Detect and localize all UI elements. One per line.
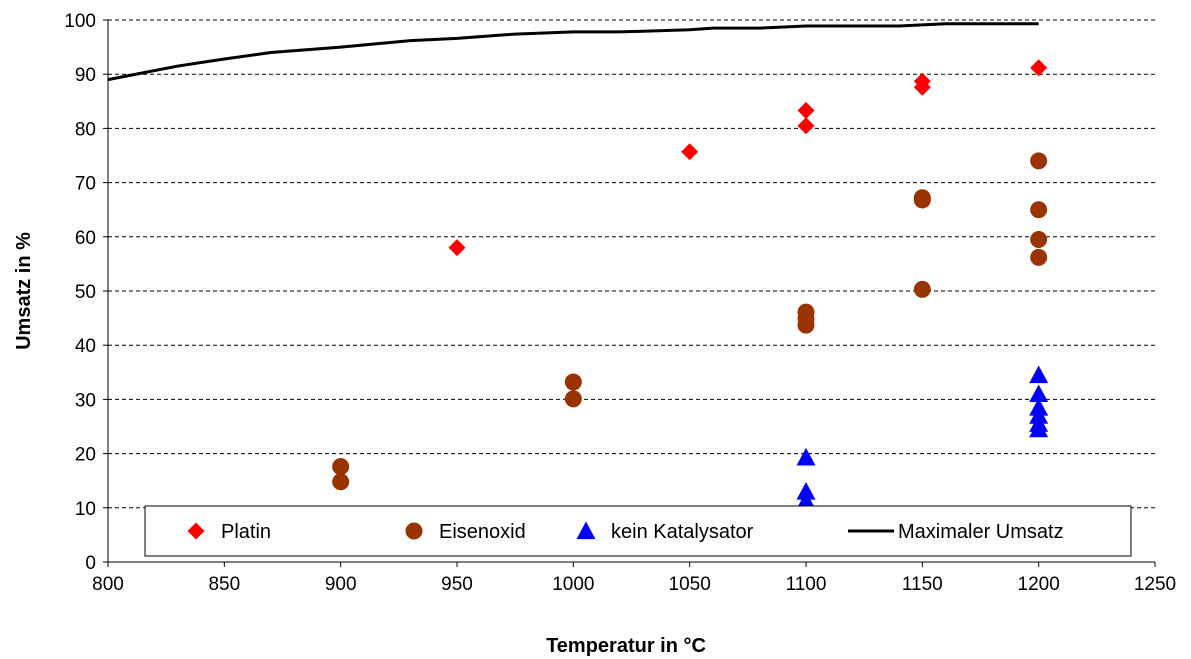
- data-series: [107, 22, 1049, 509]
- data-point: [1030, 152, 1048, 170]
- data-point: [1030, 231, 1048, 249]
- legend-swatch: [576, 521, 596, 540]
- legend-label: Platin: [221, 521, 271, 543]
- data-point: [332, 473, 350, 491]
- data-point: [1029, 419, 1049, 438]
- data-point: [797, 316, 815, 334]
- grid-lines: [108, 19, 1155, 509]
- y-tick-label: 100: [64, 11, 96, 32]
- data-point: [564, 390, 582, 408]
- x-tick-label: 900: [325, 574, 357, 595]
- x-tick-label: 1150: [902, 574, 943, 595]
- x-tick-label: 1050: [669, 574, 711, 595]
- y-axis-title: Umsatz in %: [13, 232, 35, 350]
- y-tick-label: 90: [75, 65, 96, 86]
- x-axis-title: Temperatur in °C: [546, 635, 706, 657]
- series-platin: [448, 59, 1048, 257]
- data-point: [681, 143, 699, 161]
- series-maximaler-umsatz: [107, 22, 1039, 82]
- data-point: [448, 239, 466, 257]
- data-point: [913, 191, 931, 209]
- data-point: [913, 78, 931, 96]
- data-point: [1030, 201, 1048, 219]
- y-tick-label: 20: [75, 445, 96, 466]
- y-tick-label: 0: [85, 553, 96, 574]
- y-tick-label: 10: [75, 499, 96, 520]
- legend-box: [144, 505, 1132, 557]
- data-point: [796, 482, 816, 500]
- data-point: [1030, 248, 1048, 266]
- y-tick-label: 60: [75, 228, 96, 249]
- x-tick-label: 850: [208, 574, 240, 595]
- data-point: [913, 280, 931, 298]
- x-tick-label: 1100: [786, 574, 827, 595]
- legend-swatch: [405, 522, 423, 540]
- tick-labels: 0 10 20 30 40 50 60 70 80 90 100 800 850 900 950 1000 10…: [64, 11, 1176, 595]
- y-tick-label: 50: [75, 282, 96, 303]
- x-tick-label: 1250: [1134, 574, 1176, 595]
- legend-label: Eisenoxid: [439, 521, 526, 543]
- data-point: [564, 373, 582, 391]
- max-conversion-line: [107, 22, 1039, 82]
- y-tick-label: 80: [75, 119, 96, 140]
- data-point: [797, 102, 815, 120]
- legend-label: Maximaler Umsatz: [898, 521, 1064, 543]
- y-tick-label: 30: [75, 390, 96, 411]
- x-tick-label: 1200: [1018, 574, 1060, 595]
- data-point: [796, 447, 816, 466]
- legend: Platin Eisenoxid kein Katalysator Maximaler…: [144, 505, 1132, 557]
- data-point: [332, 458, 350, 476]
- series-kein-katalysator: [796, 365, 1049, 509]
- x-tick-label: 1000: [552, 574, 594, 595]
- y-tick-label: 40: [75, 336, 96, 357]
- data-point: [1029, 365, 1049, 384]
- data-point: [1029, 384, 1049, 403]
- x-tick-label: 950: [441, 574, 473, 595]
- data-point: [797, 117, 815, 135]
- series-eisenoxid: [332, 152, 1048, 491]
- y-tick-label: 70: [75, 174, 96, 195]
- x-tick-label: 800: [92, 574, 124, 595]
- legend-swatch: [187, 522, 205, 540]
- data-point: [1030, 59, 1048, 77]
- data-point: [796, 491, 816, 509]
- legend-label: kein Katalysator: [611, 521, 754, 543]
